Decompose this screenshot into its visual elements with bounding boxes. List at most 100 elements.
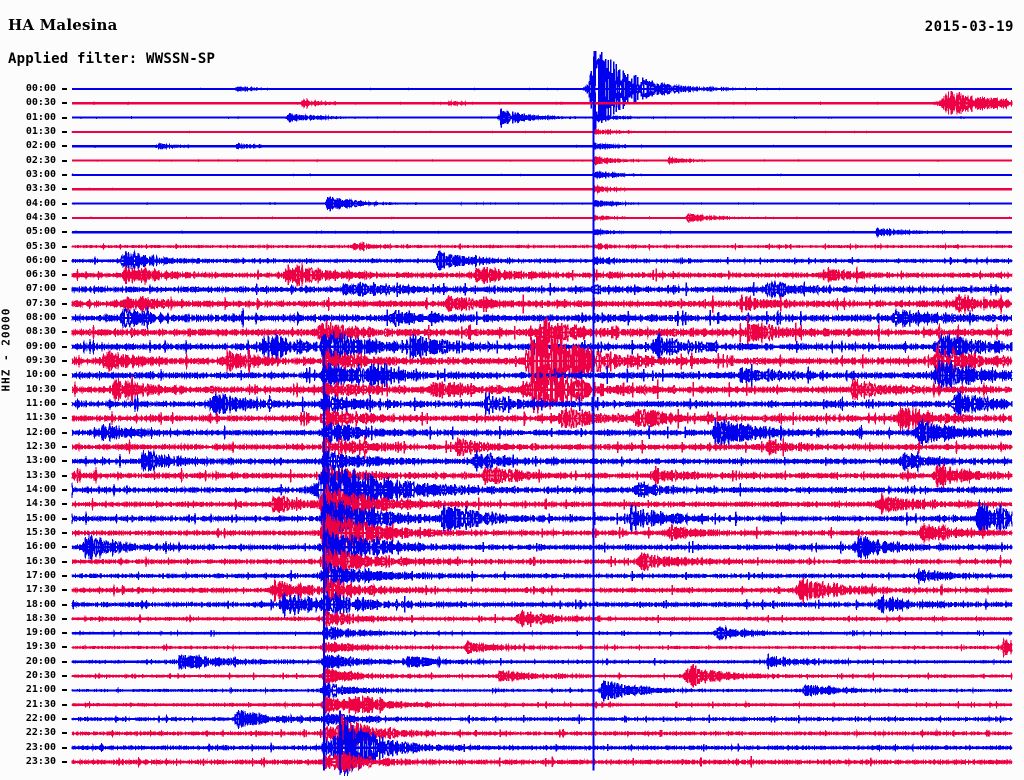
trace-row-0200 [71, 141, 1013, 151]
trace-row-1230 [71, 435, 1013, 460]
axis-tick [62, 374, 67, 377]
time-label-0700: 07:00 [25, 283, 56, 295]
time-label-1100: 11:00 [25, 398, 56, 410]
trace-row-2300 [71, 716, 1013, 777]
trace-row-1130 [71, 406, 1013, 432]
trace-row-0400 [71, 196, 1013, 212]
axis-tick [62, 159, 67, 162]
time-label-1700: 17:00 [25, 569, 56, 581]
trace-row-1730 [71, 575, 1013, 604]
trace-row-0730 [71, 294, 1013, 315]
axis-tick [62, 488, 67, 491]
trace-row-2000 [71, 653, 1013, 671]
time-label-0730: 07:30 [25, 297, 56, 309]
time-label-0300: 03:00 [25, 168, 56, 180]
axis-tick [62, 245, 67, 248]
time-label-1500: 15:00 [25, 512, 56, 524]
time-label-1430: 14:30 [25, 498, 56, 510]
trace-row-0300 [71, 170, 1013, 181]
time-label-1300: 13:00 [25, 455, 56, 467]
time-label-0630: 06:30 [25, 269, 56, 281]
trace-row-0500 [71, 226, 1013, 239]
time-label-2030: 20:30 [25, 670, 56, 682]
time-label-2100: 21:00 [25, 684, 56, 696]
trace-row-2030 [71, 663, 1013, 688]
time-label-0230: 02:30 [25, 154, 56, 166]
axis-tick [62, 689, 67, 692]
axis-tick [62, 202, 67, 205]
time-label-0800: 08:00 [25, 312, 56, 324]
trace-row-2330 [71, 751, 1013, 772]
trace-row-1400 [71, 458, 1013, 523]
trace-row-1900 [71, 624, 1013, 641]
axis-tick [62, 560, 67, 563]
time-label-0600: 06:00 [25, 254, 56, 266]
axis-tick [62, 574, 67, 577]
axis-tick [62, 675, 67, 678]
time-label-1330: 13:30 [25, 469, 56, 481]
trace-row-2100 [71, 680, 1013, 702]
axis-tick [62, 732, 67, 735]
time-label-1900: 19:00 [25, 627, 56, 639]
trace-row-0230 [71, 155, 1013, 167]
time-label-1400: 14:00 [25, 483, 56, 495]
trace-row-1530 [71, 513, 1013, 555]
trace-row-2130 [71, 695, 1013, 715]
trace-row-0800 [71, 306, 1013, 330]
axis-tick [62, 761, 67, 764]
axis-tick [62, 474, 67, 477]
time-label-1600: 16:00 [25, 541, 56, 553]
axis-tick [62, 360, 67, 363]
time-label-1200: 12:00 [25, 426, 56, 438]
axis-tick [62, 116, 67, 119]
time-label-1130: 11:30 [25, 412, 56, 424]
axis-tick [62, 546, 67, 549]
time-label-1530: 15:30 [25, 526, 56, 538]
trace-row-0000 [71, 50, 1013, 131]
axis-tick [62, 646, 67, 649]
axis-tick [62, 403, 67, 406]
time-label-2330: 23:30 [25, 756, 56, 768]
axis-tick [62, 431, 67, 434]
trace-row-0100 [71, 108, 1013, 128]
axis-tick [62, 188, 67, 191]
trace-row-2200 [71, 709, 1013, 730]
trace-row-0600 [71, 249, 1013, 272]
trace-row-1000 [71, 359, 1013, 394]
time-label-0500: 05:00 [25, 226, 56, 238]
time-label-1830: 18:30 [25, 612, 56, 624]
trace-row-1030 [71, 364, 1013, 414]
trace-row-0930 [71, 330, 1013, 392]
axis-tick [62, 259, 67, 262]
trace-row-2230 [71, 713, 1013, 752]
time-label-2000: 20:00 [25, 655, 56, 667]
trace-row-1200 [71, 418, 1013, 448]
trace-row-1500 [71, 495, 1013, 540]
date-label: 2015-03-19 [924, 19, 1014, 35]
time-label-0130: 01:30 [25, 125, 56, 137]
trace-row-1830 [71, 609, 1013, 628]
time-label-2300: 23:00 [25, 741, 56, 753]
axis-tick [62, 460, 67, 463]
trace-row-0030 [71, 90, 1013, 116]
axis-tick [62, 603, 67, 606]
trace-row-1100 [71, 390, 1013, 419]
axis-tick [62, 718, 67, 721]
trace-row-1700 [71, 561, 1013, 590]
trace-row-0130 [71, 127, 1013, 137]
axis-tick [62, 288, 67, 291]
axis-tick [62, 746, 67, 749]
trace-row-1330 [71, 462, 1013, 488]
axis-tick [62, 531, 67, 534]
filter-label: Applied filter: WWSSN-SP [8, 51, 216, 67]
time-label-0900: 09:00 [25, 340, 56, 352]
axis-tick [62, 446, 67, 448]
trace-row-1630 [71, 546, 1013, 576]
axis-tick [62, 130, 67, 133]
time-label-0000: 00:00 [25, 83, 56, 94]
time-label-1730: 17:30 [25, 584, 56, 596]
axis-tick [62, 703, 67, 706]
axis-tick [62, 102, 67, 105]
axis-tick [62, 216, 67, 219]
